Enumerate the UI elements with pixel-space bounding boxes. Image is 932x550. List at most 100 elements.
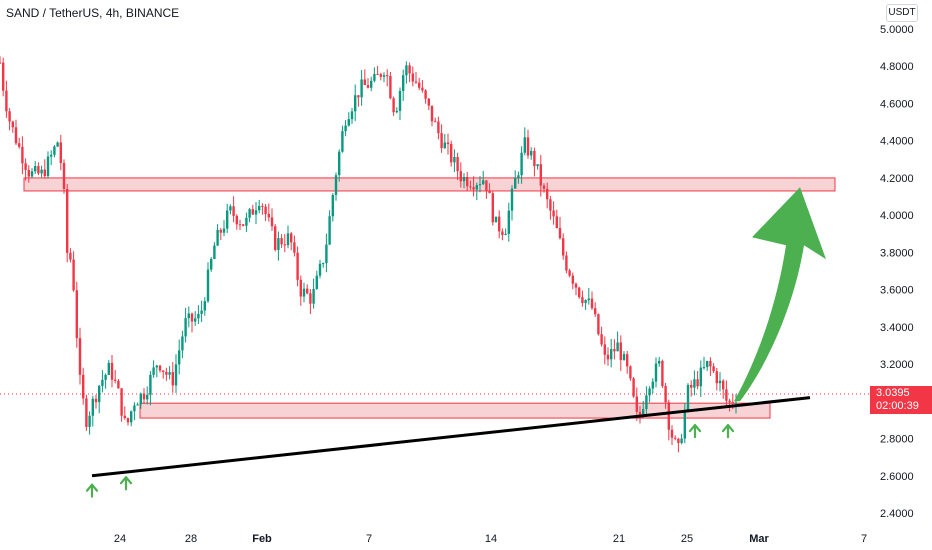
candle-body	[642, 409, 645, 416]
y-tick-label: 4.8000	[880, 61, 914, 73]
candle-body	[366, 85, 370, 88]
candle-body	[306, 288, 309, 294]
candle-body	[414, 81, 418, 83]
candle-body	[424, 90, 427, 99]
candle-body	[162, 370, 165, 372]
candle-body	[555, 216, 558, 229]
bounce-marker-icon	[85, 483, 99, 498]
candle-body	[98, 385, 101, 403]
candle-body	[469, 186, 472, 188]
candle-body	[120, 388, 123, 416]
candle-body	[245, 217, 248, 226]
support-zone	[139, 402, 771, 419]
candle-body	[427, 98, 430, 106]
candle-body	[533, 150, 536, 167]
candle-body	[334, 175, 338, 195]
last-price-value: 3.0395	[876, 387, 910, 399]
candle-body	[574, 283, 578, 288]
candle-body	[331, 194, 334, 217]
candle-body	[197, 313, 200, 319]
y-tick-label: 3.4000	[880, 322, 914, 334]
candle-body	[328, 216, 331, 245]
y-tick-label: 3.6000	[880, 285, 914, 297]
candle-body	[277, 238, 280, 250]
candle-body	[392, 98, 395, 113]
candle-body	[674, 437, 677, 439]
candle-body	[309, 293, 312, 304]
candle-body	[709, 361, 712, 367]
candle-body	[30, 171, 34, 177]
candle-body	[347, 119, 350, 126]
candle-body	[635, 396, 638, 412]
candle-body	[693, 379, 696, 388]
currency-badge[interactable]: USDT	[886, 4, 918, 22]
candle-body	[357, 95, 360, 98]
candle-body	[610, 349, 613, 360]
y-tick-label: 5.0000	[880, 24, 914, 36]
candle-body	[520, 152, 523, 176]
candle-body	[200, 310, 203, 314]
candle-body	[267, 214, 270, 218]
candle-body	[34, 166, 37, 172]
candle-body	[395, 110, 398, 113]
candle-body	[434, 121, 437, 123]
candle-body	[373, 73, 376, 81]
candle-body	[78, 338, 82, 375]
candle-body	[472, 187, 475, 190]
candle-body	[408, 65, 411, 74]
candle-body	[405, 65, 408, 76]
candle-body	[398, 90, 402, 111]
candle-body	[318, 263, 322, 276]
x-tick-label: 28	[185, 533, 197, 545]
candle-body	[501, 231, 504, 235]
candle-body	[354, 95, 357, 112]
candle-body	[18, 143, 21, 147]
candle-body	[254, 210, 258, 215]
candle-body	[40, 169, 43, 174]
candle-body	[507, 210, 510, 234]
candle-body	[386, 75, 389, 77]
candle-body	[171, 372, 174, 386]
candle-body	[312, 288, 315, 304]
candle-countdown: 02:00:39	[876, 400, 919, 412]
candle-body	[456, 156, 459, 172]
candle-body	[706, 361, 709, 368]
candle-body	[258, 205, 261, 211]
candle-body	[734, 402, 738, 404]
candle-body	[280, 238, 283, 245]
candle-body	[194, 318, 197, 322]
x-tick-label: Mar	[749, 533, 769, 545]
candle-body	[648, 388, 651, 396]
candle-body	[578, 287, 581, 298]
y-tick-label: 2.6000	[880, 471, 914, 483]
candle-body	[718, 380, 722, 384]
candle-body	[530, 150, 533, 156]
candle-body	[571, 275, 574, 284]
candle-body	[632, 378, 635, 397]
candle-body	[565, 255, 568, 271]
candle-body	[594, 308, 597, 315]
candle-body	[446, 142, 450, 145]
candle-body	[494, 216, 498, 223]
candle-body	[238, 224, 242, 226]
candle-body	[389, 75, 392, 99]
candle-body	[0, 62, 2, 64]
candle-body	[43, 169, 46, 177]
candle-body	[251, 209, 254, 215]
candle-body	[712, 366, 715, 372]
bounce-marker-icon	[721, 423, 735, 439]
candle-body	[485, 180, 488, 191]
candle-body	[552, 210, 555, 217]
candle-body	[488, 190, 491, 194]
candle-body	[72, 259, 75, 291]
candle-body	[638, 411, 642, 416]
candle-body	[440, 133, 443, 149]
candle-body	[699, 367, 702, 387]
candle-body	[677, 438, 680, 444]
candle-body	[453, 156, 456, 163]
candle-body	[50, 154, 53, 157]
candle-body	[242, 224, 245, 226]
candle-body	[213, 245, 216, 259]
candle-body	[206, 269, 210, 302]
